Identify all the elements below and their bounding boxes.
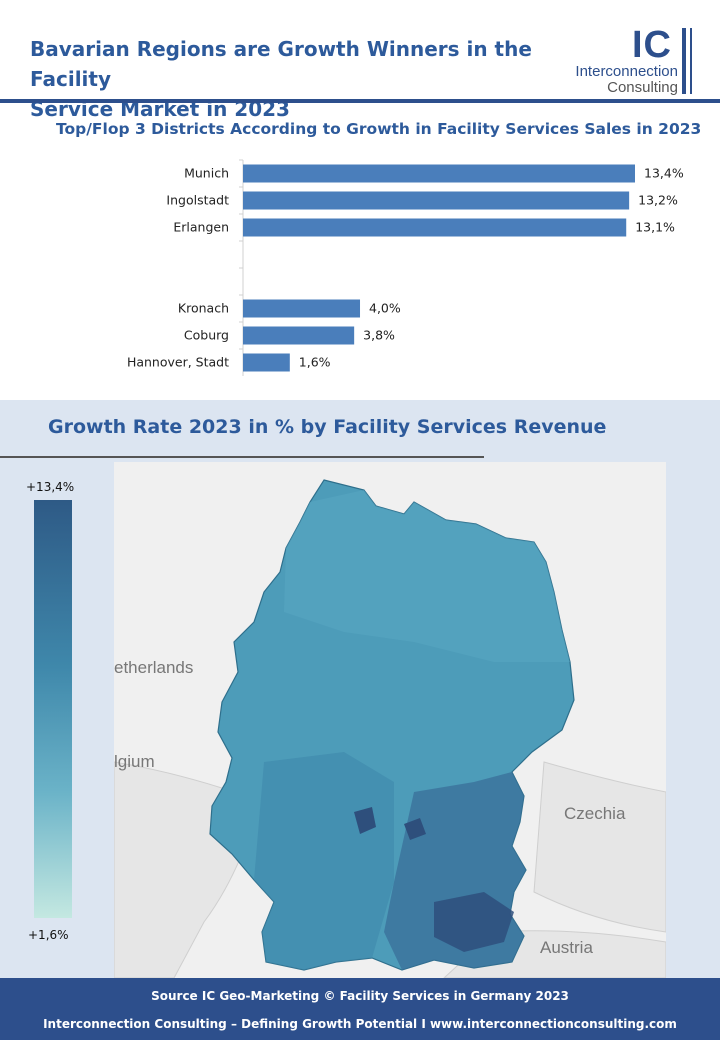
neighbour-east-shape xyxy=(533,761,666,933)
footer-tagline: Interconnection Consulting – Defining Gr… xyxy=(43,1017,677,1031)
bar-category-label: Coburg xyxy=(184,328,229,343)
bar-category-label: Erlangen xyxy=(173,220,229,235)
map-label-netherlands: etherlands xyxy=(114,658,194,677)
map-region-southwest xyxy=(254,752,394,970)
bar-value-label: 4,0% xyxy=(369,301,401,316)
logo-text-line2: Consulting xyxy=(607,79,678,96)
map-region-erlangen xyxy=(354,807,376,834)
bar-category-label: Ingolstadt xyxy=(166,193,229,208)
legend-min-label: +1,6% xyxy=(28,928,69,942)
bar-chart-title: Top/Flop 3 Districts According to Growth… xyxy=(56,120,702,138)
footer: Source IC Geo-Marketing © Facility Servi… xyxy=(0,978,720,1040)
bar-category-label: Munich xyxy=(184,166,229,181)
bar xyxy=(243,353,290,372)
map-region-north xyxy=(284,490,570,662)
page-title: Bavarian Regions are Growth Winners in t… xyxy=(30,34,590,124)
map-canvas xyxy=(114,479,666,978)
map-region-munich xyxy=(434,892,514,952)
bar xyxy=(243,191,630,210)
bar xyxy=(243,299,361,318)
map-title-divider xyxy=(0,456,484,458)
bar xyxy=(243,218,627,237)
map-label-czechia: Czechia xyxy=(564,804,626,823)
map-region-ingolstadt xyxy=(404,818,426,840)
map-title: Growth Rate 2023 in % by Facility Servic… xyxy=(48,416,607,438)
map-label-belgium: lgium xyxy=(114,752,155,771)
company-logo: IC Interconnection Consulting xyxy=(560,26,700,96)
bar-value-label: 13,4% xyxy=(644,166,684,181)
color-scale-legend xyxy=(34,500,72,918)
map-label-austria: Austria xyxy=(540,938,593,957)
bar-category-label: Hannover, Stadt xyxy=(127,355,229,370)
choropleth-map: etherlands lgium Czechia Austria xyxy=(114,462,666,978)
map-section: Growth Rate 2023 in % by Facility Servic… xyxy=(0,400,720,978)
header: Bavarian Regions are Growth Winners in t… xyxy=(0,0,720,121)
legend-max-label: +13,4% xyxy=(26,480,75,494)
footer-source: Source IC Geo-Marketing © Facility Servi… xyxy=(151,989,569,1003)
logo-mark: IC xyxy=(632,24,672,66)
bar xyxy=(243,164,635,183)
bar-chart: Munich 13,4% Ingolstadt 13,2% Erlangen 13,1% K… xyxy=(127,159,684,376)
bar-value-label: 13,1% xyxy=(635,220,675,235)
bar-category-label: Kronach xyxy=(178,301,229,316)
logo-bar-thin xyxy=(690,28,692,94)
bar-value-label: 3,8% xyxy=(363,328,395,343)
logo-text-line1: Interconnection xyxy=(575,63,678,80)
logo-bar xyxy=(682,28,686,94)
bar-value-label: 13,2% xyxy=(638,193,678,208)
title-line-1: Bavarian Regions are Growth Winners in t… xyxy=(30,37,532,91)
header-divider xyxy=(0,99,720,103)
bar-value-label: 1,6% xyxy=(299,355,331,370)
bar xyxy=(243,326,355,345)
